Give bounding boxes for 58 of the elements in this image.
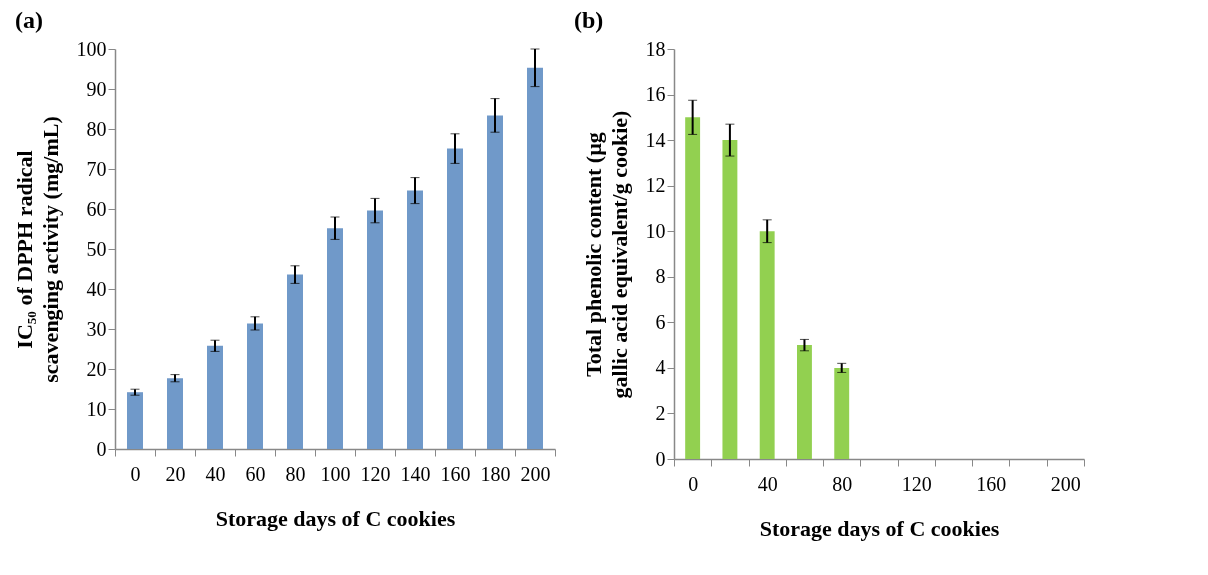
bar: [327, 228, 343, 449]
x-tick-label: 80: [832, 472, 853, 495]
bar: [685, 117, 701, 459]
bar: [797, 345, 812, 459]
bar: [407, 190, 423, 449]
y-tick-label: 80: [86, 117, 107, 140]
x-tick-label: 80: [285, 462, 306, 485]
y-tick-label: 14: [645, 128, 666, 151]
x-tick-label: 160: [976, 472, 1007, 495]
bar: [367, 210, 383, 449]
y-tick-label: 10: [645, 219, 666, 242]
x-tick-label: 0: [130, 462, 141, 485]
x-tick-label: 100: [320, 462, 351, 485]
x-tick-label: 140: [400, 462, 431, 485]
y-tick-label: 16: [645, 83, 666, 106]
y-axis-title: Total phenolic content (µg gallic acid equivalent/g cookie): [580, 110, 632, 399]
x-tick-label: 200: [520, 462, 551, 485]
y-axis-title: IC₅₀ of DPPH radical scavenging activity (mg/mL): [11, 116, 63, 383]
bar: [487, 115, 503, 449]
y-tick-label: 18: [645, 37, 666, 60]
y-tick-label: 10: [86, 397, 107, 420]
x-tick-label: 40: [205, 462, 226, 485]
y-tick-label: 12: [645, 174, 666, 197]
x-tick-label: 200: [1050, 472, 1081, 495]
x-tick-label: 20: [165, 462, 186, 485]
bar: [722, 140, 738, 459]
bar: [287, 274, 303, 449]
y-tick-label: 70: [86, 157, 107, 180]
x-tick-label: 60: [245, 462, 266, 485]
x-tick-label: 120: [901, 472, 932, 495]
y-tick-label: 20: [86, 357, 107, 380]
bar: [247, 323, 263, 449]
y-tick-label: 4: [655, 356, 666, 379]
y-tick-label: 50: [86, 237, 107, 260]
x-tick-label: 120: [360, 462, 391, 485]
y-tick-label: 0: [96, 437, 107, 460]
bar: [527, 67, 543, 449]
y-tick-label: 6: [655, 310, 666, 333]
bar: [834, 367, 850, 459]
bar: [759, 231, 775, 459]
y-tick-label: 2: [655, 401, 666, 424]
x-tick-label: 0: [688, 472, 699, 495]
y-tick-label: 100: [76, 37, 107, 60]
bar: [207, 345, 223, 449]
x-tick-label: 180: [480, 462, 511, 485]
x-axis-title: Storage days of C cookies: [759, 515, 1000, 541]
bar: [447, 148, 463, 449]
y-tick-label: 60: [86, 197, 107, 220]
y-tick-label: 90: [86, 77, 107, 100]
chart-title: (a): [15, 7, 43, 33]
chart-title: (b): [574, 7, 604, 33]
x-tick-label: 160: [440, 462, 471, 485]
y-tick-label: 8: [655, 265, 666, 288]
x-tick-label: 40: [757, 472, 778, 495]
y-tick-label: 0: [655, 447, 666, 470]
y-tick-label: 30: [86, 317, 107, 340]
y-tick-label: 40: [86, 277, 107, 300]
x-axis-title: Storage days of C cookies: [215, 505, 456, 531]
